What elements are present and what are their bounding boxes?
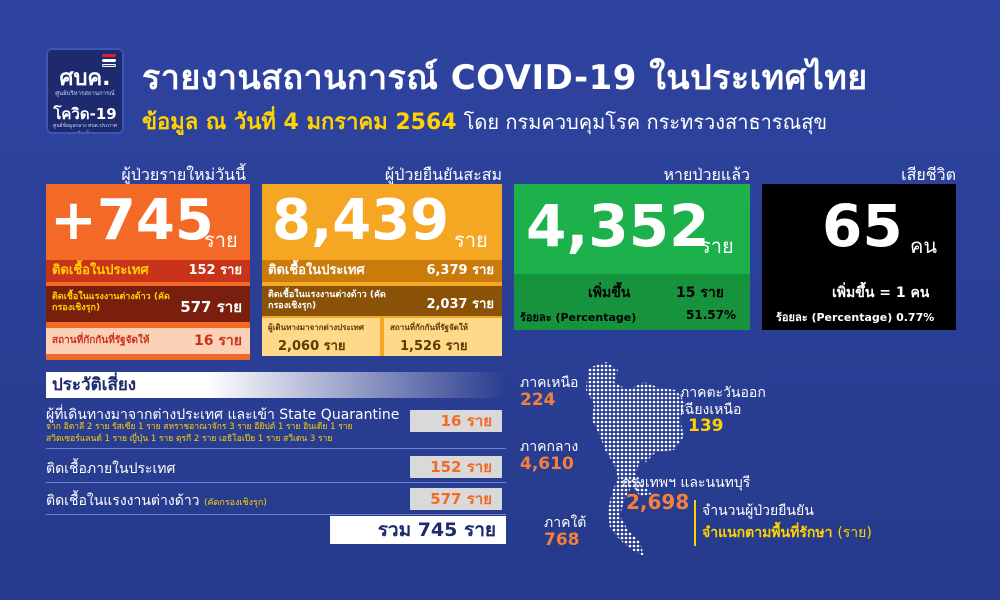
deaths-pct: ร้อยละ (Percentage) 0.77% xyxy=(776,311,935,324)
new-migrant-value: 577 ราย xyxy=(180,298,242,316)
recovered-detail-panel xyxy=(514,274,750,330)
logo-name: โควิด-19 xyxy=(53,105,117,123)
new-migrant-label: ติดเชื้อในแรงงานต่างด้าว (คัดกรองเชิงรุก… xyxy=(52,292,170,313)
map-legend-text: จำแนกตามพื้นที่รักษา xyxy=(702,525,833,541)
cum-quarantine-value: 1,526 ราย xyxy=(400,339,468,354)
cum-migrant-label: ติดเชื้อในแรงงานต่างด้าว (คัดกรองเชิงรุก… xyxy=(268,290,386,311)
thailand-dot-map xyxy=(586,362,686,556)
region-bangkok-name: กรุงเทพฯ และนนทบุรี xyxy=(622,475,751,491)
risk-domestic-value: 152 ราย xyxy=(410,456,502,478)
recovered-increase-label: เพิ่มขึ้น xyxy=(588,285,631,301)
cumulative-label: ผู้ป่วยยืนยันสะสม xyxy=(384,165,502,184)
cum-traveler-row: ผู้เดินทางมาจากต่างประเทศ 2,060 ราย xyxy=(262,318,380,356)
new-domestic-value: 152 ราย xyxy=(188,263,242,278)
deaths-card: 65 คน เพิ่มขึ้น = 1 คน ร้อยละ (Percentag… xyxy=(762,184,956,330)
deaths-value: 65 xyxy=(822,192,903,260)
logo-subtext: ศูนย์บริหารสถานการณ์ xyxy=(55,90,115,97)
risk-migrant-note: (คัดกรองเชิงรุก) xyxy=(204,498,267,508)
risk-traveler-detail-1: จาก อิตาลี 2 ราย รัสเซีย 1 ราย สหราชอาณา… xyxy=(46,422,353,432)
recovered-pct-label: ร้อยละ (Percentage) xyxy=(520,311,637,324)
map-legend-line-2: จำแนกตามพื้นที่รักษา (ราย) xyxy=(702,522,872,544)
risk-divider xyxy=(46,482,506,483)
new-cases-unit: ราย xyxy=(204,228,238,252)
new-domestic-row: ติดเชื้อในประเทศ 152 ราย xyxy=(46,260,250,282)
risk-traveler-detail-2: สวิตเซอร์แลนด์ 1 ราย ญี่ปุ่น 1 ราย ตุรกี… xyxy=(46,434,333,444)
thailand-shape xyxy=(586,362,686,556)
cumulative-value: 8,439 xyxy=(272,188,450,253)
risk-migrant-label-text: ติดเชื้อในแรงงานต่างด้าว xyxy=(46,493,200,509)
cum-domestic-label: ติดเชื้อในประเทศ xyxy=(268,263,365,278)
region-central-name: ภาคกลาง xyxy=(520,439,579,455)
new-quarantine-row: สถานที่กักกันที่รัฐจัดให้ 16 ราย xyxy=(46,328,250,354)
new-cases-label: ผู้ป่วยรายใหม่วันนี้ xyxy=(121,165,246,184)
risk-migrant-value: 577 ราย xyxy=(410,488,502,510)
recovered-label: หายป่วยแล้ว xyxy=(663,165,750,184)
new-quarantine-label: สถานที่กักกันที่รัฐจัดให้ xyxy=(52,335,150,346)
new-cases-value: +745 xyxy=(50,188,214,253)
risk-history-title: ประวัติเสี่ยง xyxy=(46,372,506,398)
recovered-card: 4,352 ราย เพิ่มขึ้น 15 ราย ร้อยละ (Perce… xyxy=(514,184,750,330)
new-cases-card: +745 ราย ติดเชื้อในประเทศ 152 ราย ติดเชื… xyxy=(46,184,250,360)
new-domestic-label: ติดเชื้อในประเทศ xyxy=(52,263,149,278)
report-date: ข้อมูล ณ วันที่ 4 มกราคม 2564 xyxy=(142,110,457,135)
deaths-label: เสียชีวิต xyxy=(901,165,956,184)
recovered-value: 4,352 xyxy=(526,192,710,260)
region-north-value: 224 xyxy=(520,390,556,410)
deaths-unit: คน xyxy=(910,234,938,258)
risk-migrant-label: ติดเชื้อในแรงงานต่างด้าว (คัดกรองเชิงรุก… xyxy=(46,490,267,512)
cumulative-unit: ราย xyxy=(454,228,488,252)
risk-traveler-label: ผู้ที่เดินทางมาจากต่างประเทศ และเข้า Sta… xyxy=(46,407,400,423)
logo-footer: ศูนย์ข้อมูลกลาง ศบค.ประกาศคิดเห็น xyxy=(52,123,118,134)
recovered-unit: ราย xyxy=(700,234,734,258)
risk-domestic-label: ติดเชื้อภายในประเทศ xyxy=(46,461,176,477)
deaths-increase: เพิ่มขึ้น = 1 คน xyxy=(832,285,930,301)
new-quarantine-value: 16 ราย xyxy=(194,333,242,349)
cum-migrant-row: ติดเชื้อในแรงงานต่างด้าว (คัดกรองเชิงรุก… xyxy=(262,286,502,316)
cca-logo: ศบค. ศูนย์บริหารสถานการณ์ โควิด-19 ศูนย์… xyxy=(46,48,124,134)
report-source: โดย กรมควบคุมโรค กระทรวงสาธารณสุข xyxy=(463,110,828,134)
cum-migrant-value: 2,037 ราย xyxy=(426,297,494,312)
recovered-increase-value: 15 ราย xyxy=(676,285,724,301)
page-title: รายงานสถานการณ์ COVID-19 ในประเทศไทย xyxy=(142,58,868,98)
region-northeast-name-2: เฉียงเหนือ xyxy=(680,402,742,418)
new-migrant-row: ติดเชื้อในแรงงานต่างด้าว (คัดกรองเชิงรุก… xyxy=(46,286,250,322)
map-legend-line-1: จำนวนผู้ป่วยยืนยัน xyxy=(702,503,814,519)
cum-quarantine-row: สถานที่กักกันที่รัฐจัดให้ 1,526 ราย xyxy=(384,318,502,356)
cumulative-card: 8,439 ราย ติดเชื้อในประเทศ 6,379 ราย ติด… xyxy=(262,184,502,356)
page-subtitle: ข้อมูล ณ วันที่ 4 มกราคม 2564 โดย กรมควบ… xyxy=(142,104,972,139)
cum-domestic-value: 6,379 ราย xyxy=(426,263,494,278)
region-south-name: ภาคใต้ xyxy=(544,515,587,531)
cum-domestic-row: ติดเชื้อในประเทศ 6,379 ราย xyxy=(262,260,502,282)
risk-total: รวม 745 ราย xyxy=(330,516,506,544)
recovered-pct-value: 51.57% xyxy=(686,308,736,322)
region-bangkok-value: 2,698 xyxy=(626,490,690,514)
risk-divider xyxy=(46,514,506,515)
risk-traveler-value: 16 ราย xyxy=(410,410,502,432)
region-northeast-name-1: ภาคตะวันออก xyxy=(680,385,766,401)
flag-mark-icon xyxy=(102,54,116,72)
risk-divider xyxy=(46,448,506,449)
cum-traveler-value: 2,060 ราย xyxy=(278,339,346,354)
cum-quarantine-label: สถานที่กักกันที่รัฐจัดให้ xyxy=(390,323,469,332)
region-north-name: ภาคเหนือ xyxy=(520,375,579,391)
logo-abbrev: ศบค. xyxy=(59,66,111,91)
map-legend-unit: (ราย) xyxy=(837,525,872,541)
region-central-value: 4,610 xyxy=(520,454,574,474)
cum-traveler-label: ผู้เดินทางมาจากต่างประเทศ xyxy=(268,323,364,332)
region-south-value: 768 xyxy=(544,530,580,550)
region-northeast-value: 139 xyxy=(688,416,724,436)
legend-accent xyxy=(694,500,696,546)
